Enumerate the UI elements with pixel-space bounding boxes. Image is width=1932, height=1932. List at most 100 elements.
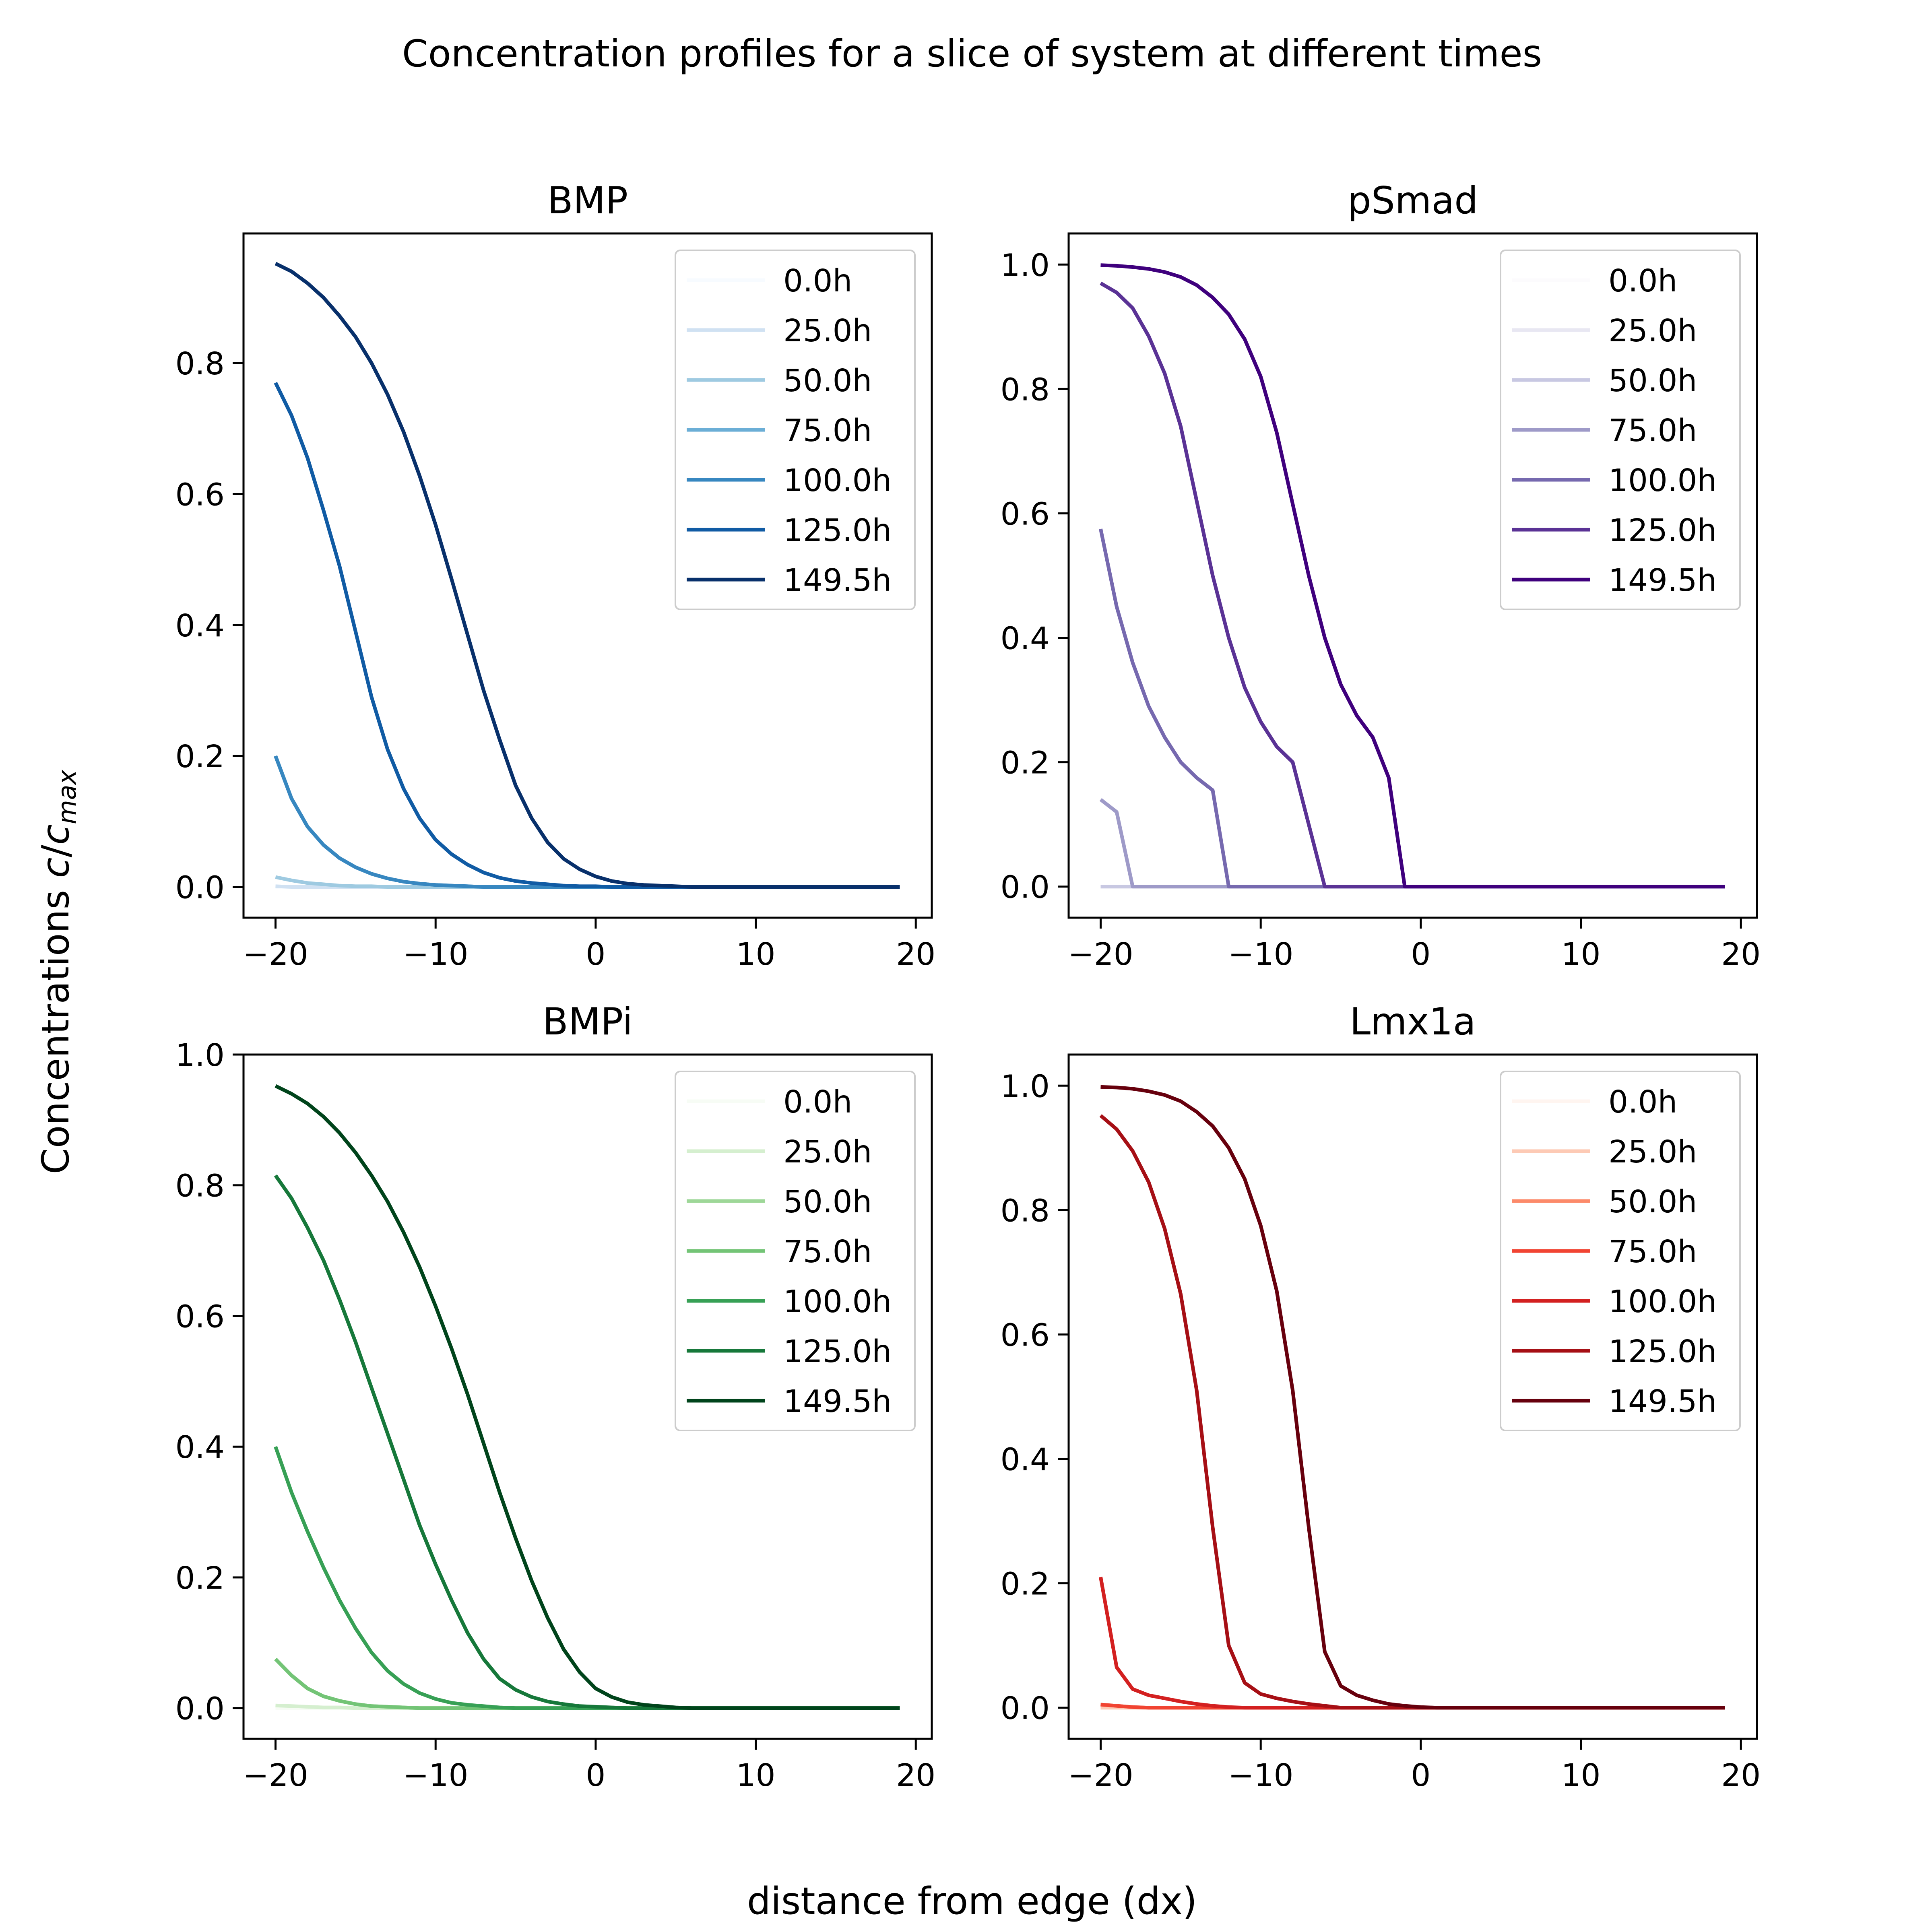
series-line-25-0h (275, 1703, 900, 1710)
y-tick-label: 0.2 (175, 1560, 225, 1596)
series-line-149-5h (1100, 1085, 1725, 1710)
series-group (274, 1084, 900, 1710)
series-line-50-0h (275, 875, 900, 889)
x-tick-label: 0 (586, 937, 605, 972)
legend-label-50-0h: 50.0h (1608, 363, 1697, 399)
legend-label-149-5h: 149.5h (1608, 563, 1717, 599)
series-line-100-0h (274, 1446, 900, 1710)
x-tick-label: 10 (736, 1758, 776, 1794)
panel-psmad: pSmad −20 −10 0 10 20 0.0 0.2 0.4 0.6 0.8 1.0 0.0h 25… (1001, 179, 1761, 972)
y-axis-label: Concentrations c/cmax (34, 769, 82, 1174)
x-tick-label: −20 (1068, 1758, 1133, 1794)
x-tick-label: 20 (896, 1758, 935, 1794)
series-line-100-0h (1099, 1577, 1725, 1710)
x-tick-label: 20 (1721, 1758, 1761, 1794)
legend-label-50-0h: 50.0h (783, 363, 872, 399)
series-line-149-5h (1100, 263, 1725, 889)
legend: 0.0h 25.0h 50.0h 75.0h 100.0h 125.0h 149.5h (1500, 250, 1741, 610)
legend-label-50-0h: 50.0h (1608, 1184, 1697, 1220)
y-tick-label: 0.8 (1001, 372, 1050, 408)
series-group (274, 262, 900, 889)
series-line-75-0h (274, 1657, 900, 1710)
series-group (1099, 1085, 1725, 1710)
x-tick-label: 10 (1561, 1758, 1601, 1794)
x-tick-label: 0 (1411, 1758, 1430, 1794)
legend-label-0-0h: 0.0h (783, 1084, 852, 1120)
y-tick-label: 0.6 (1001, 1317, 1050, 1353)
series-line-50-0h (274, 1657, 900, 1710)
y-tick-label: 0.8 (1001, 1193, 1050, 1229)
legend-label-149-5h: 149.5h (1608, 1384, 1717, 1420)
legend-label-100-0h: 100.0h (783, 463, 892, 499)
legend-label-0-0h: 0.0h (1608, 263, 1677, 299)
panel-title: pSmad (1348, 179, 1478, 222)
series-group (1099, 263, 1725, 889)
legend-label-25-0h: 25.0h (783, 313, 872, 349)
legend-label-25-0h: 25.0h (783, 1134, 872, 1170)
x-tick-label: 10 (1561, 937, 1601, 972)
y-tick-label: 0.0 (175, 870, 225, 906)
figure-title: Concentration profiles for a slice of sy… (402, 32, 1542, 75)
legend-label-125-0h: 125.0h (1608, 513, 1717, 549)
legend-box (1500, 1071, 1741, 1431)
x-tick-label: −20 (243, 1758, 308, 1794)
y-tick-label: 1.0 (1001, 1069, 1050, 1104)
y-tick-label: 0.4 (175, 608, 225, 644)
x-tick-label: −10 (1228, 1758, 1294, 1794)
x-tick-label: −20 (243, 937, 308, 972)
legend-label-0-0h: 0.0h (783, 263, 852, 299)
legend-label-75-0h: 75.0h (783, 413, 872, 449)
x-tick-label: 20 (1721, 937, 1761, 972)
panel-lmx1a: Lmx1a −20 −10 0 10 20 0.0 0.2 0.4 0.6 0.8 1.0 0.0h 25… (1001, 1000, 1761, 1794)
x-tick-label: 0 (586, 1758, 605, 1794)
y-tick-label: 0.4 (1001, 1442, 1050, 1478)
y-tick-label: 1.0 (175, 1038, 225, 1073)
y-tick-label: 0.0 (1001, 870, 1050, 906)
legend-label-75-0h: 75.0h (783, 1234, 872, 1270)
x-axis-label: distance from edge (dx) (747, 1879, 1197, 1923)
x-tick-label: −20 (1068, 937, 1133, 972)
x-tick-label: 0 (1411, 937, 1430, 972)
panel-bmp: BMP −20 −10 0 10 20 0.0 0.2 0.4 0.6 0.8 0.0h 25.0h 50… (175, 179, 936, 972)
series-line-125-0h (1100, 281, 1725, 889)
legend-label-125-0h: 125.0h (1608, 1334, 1717, 1370)
y-tick-label: 0.6 (175, 477, 225, 513)
legend-label-25-0h: 25.0h (1608, 1134, 1697, 1170)
legend-label-149-5h: 149.5h (783, 1384, 892, 1420)
legend-label-149-5h: 149.5h (783, 563, 892, 599)
series-line-100-0h (274, 755, 900, 889)
y-axis-label-slash: / (34, 844, 77, 857)
x-tick-label: 10 (736, 937, 776, 972)
x-tick-label: −10 (403, 1758, 469, 1794)
x-tick-label: 20 (896, 937, 935, 972)
x-tick-label: −10 (403, 937, 469, 972)
legend-label-125-0h: 125.0h (783, 513, 892, 549)
y-tick-label: 0.4 (175, 1430, 225, 1466)
legend-label-50-0h: 50.0h (783, 1184, 872, 1220)
legend-label-100-0h: 100.0h (1608, 463, 1717, 499)
axes-frame (1067, 232, 1758, 919)
series-line-149-5h (275, 262, 900, 889)
series-line-125-0h (274, 382, 900, 889)
series-line-75-0h (1099, 798, 1725, 889)
panel-bmpi: BMPi −20 −10 0 10 20 0.0 0.2 0.4 0.6 0.8 1.0 0.0h 25.… (175, 1000, 936, 1794)
y-tick-label: 0.8 (175, 346, 225, 382)
legend-label-75-0h: 75.0h (1608, 1234, 1697, 1270)
panel-title: Lmx1a (1350, 1000, 1476, 1043)
y-axis-label-text: Concentrations (34, 878, 77, 1174)
x-tick-label: −10 (1228, 937, 1294, 972)
legend: 0.0h 25.0h 50.0h 75.0h 100.0h 125.0h 149.5h (675, 250, 916, 610)
series-line-149-5h (275, 1084, 900, 1710)
axes-frame (242, 1053, 933, 1740)
legend-label-100-0h: 100.0h (783, 1284, 892, 1320)
legend-label-125-0h: 125.0h (783, 1334, 892, 1370)
y-tick-label: 0.8 (175, 1168, 225, 1204)
y-tick-label: 0.6 (1001, 496, 1050, 532)
legend-label-100-0h: 100.0h (1608, 1284, 1717, 1320)
y-tick-label: 0.0 (175, 1691, 225, 1727)
y-tick-label: 0.4 (1001, 621, 1050, 657)
y-axis-label-var-c2: c (34, 824, 77, 845)
y-tick-label: 0.6 (175, 1299, 225, 1335)
y-axis-label-subscript: max (52, 769, 82, 824)
